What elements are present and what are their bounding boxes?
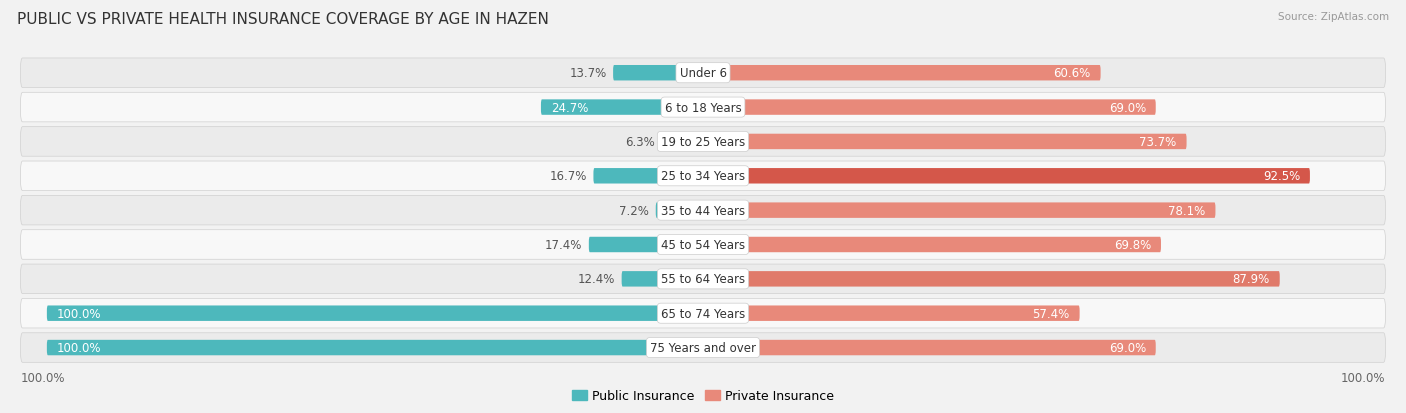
FancyBboxPatch shape (703, 271, 1279, 287)
Text: 69.8%: 69.8% (1114, 238, 1152, 252)
FancyBboxPatch shape (21, 127, 1385, 157)
Text: 92.5%: 92.5% (1263, 170, 1301, 183)
Text: 16.7%: 16.7% (550, 170, 586, 183)
FancyBboxPatch shape (21, 196, 1385, 225)
Legend: Public Insurance, Private Insurance: Public Insurance, Private Insurance (567, 385, 839, 407)
Text: 100.0%: 100.0% (21, 371, 65, 384)
FancyBboxPatch shape (21, 93, 1385, 123)
FancyBboxPatch shape (21, 59, 1385, 88)
FancyBboxPatch shape (589, 237, 703, 253)
FancyBboxPatch shape (703, 169, 1310, 184)
Text: 57.4%: 57.4% (1032, 307, 1070, 320)
Text: PUBLIC VS PRIVATE HEALTH INSURANCE COVERAGE BY AGE IN HAZEN: PUBLIC VS PRIVATE HEALTH INSURANCE COVER… (17, 12, 548, 27)
Text: 6 to 18 Years: 6 to 18 Years (665, 101, 741, 114)
Text: 60.6%: 60.6% (1053, 67, 1091, 80)
Text: 73.7%: 73.7% (1139, 135, 1177, 149)
Text: 24.7%: 24.7% (551, 101, 588, 114)
Text: 55 to 64 Years: 55 to 64 Years (661, 273, 745, 286)
FancyBboxPatch shape (703, 134, 1187, 150)
FancyBboxPatch shape (21, 161, 1385, 191)
Text: 75 Years and over: 75 Years and over (650, 341, 756, 354)
FancyBboxPatch shape (703, 306, 1080, 321)
Text: 100.0%: 100.0% (56, 341, 101, 354)
FancyBboxPatch shape (703, 237, 1161, 253)
FancyBboxPatch shape (662, 134, 703, 150)
Text: 35 to 44 Years: 35 to 44 Years (661, 204, 745, 217)
Text: 45 to 54 Years: 45 to 54 Years (661, 238, 745, 252)
Text: 12.4%: 12.4% (578, 273, 614, 286)
Text: Source: ZipAtlas.com: Source: ZipAtlas.com (1278, 12, 1389, 22)
FancyBboxPatch shape (593, 169, 703, 184)
FancyBboxPatch shape (46, 306, 703, 321)
Text: 78.1%: 78.1% (1168, 204, 1205, 217)
FancyBboxPatch shape (21, 299, 1385, 328)
FancyBboxPatch shape (655, 203, 703, 218)
FancyBboxPatch shape (46, 340, 703, 356)
FancyBboxPatch shape (21, 230, 1385, 260)
Text: 87.9%: 87.9% (1233, 273, 1270, 286)
FancyBboxPatch shape (541, 100, 703, 116)
FancyBboxPatch shape (703, 66, 1101, 81)
FancyBboxPatch shape (703, 100, 1156, 116)
Text: 69.0%: 69.0% (1109, 341, 1146, 354)
Text: 100.0%: 100.0% (1341, 371, 1385, 384)
Text: 69.0%: 69.0% (1109, 101, 1146, 114)
Text: Under 6: Under 6 (679, 67, 727, 80)
Text: 17.4%: 17.4% (546, 238, 582, 252)
FancyBboxPatch shape (621, 271, 703, 287)
Text: 65 to 74 Years: 65 to 74 Years (661, 307, 745, 320)
Text: 13.7%: 13.7% (569, 67, 606, 80)
Text: 19 to 25 Years: 19 to 25 Years (661, 135, 745, 149)
Text: 7.2%: 7.2% (619, 204, 650, 217)
Text: 25 to 34 Years: 25 to 34 Years (661, 170, 745, 183)
FancyBboxPatch shape (703, 340, 1156, 356)
FancyBboxPatch shape (21, 264, 1385, 294)
FancyBboxPatch shape (703, 203, 1215, 218)
Text: 6.3%: 6.3% (626, 135, 655, 149)
FancyBboxPatch shape (21, 333, 1385, 363)
Text: 100.0%: 100.0% (56, 307, 101, 320)
FancyBboxPatch shape (613, 66, 703, 81)
